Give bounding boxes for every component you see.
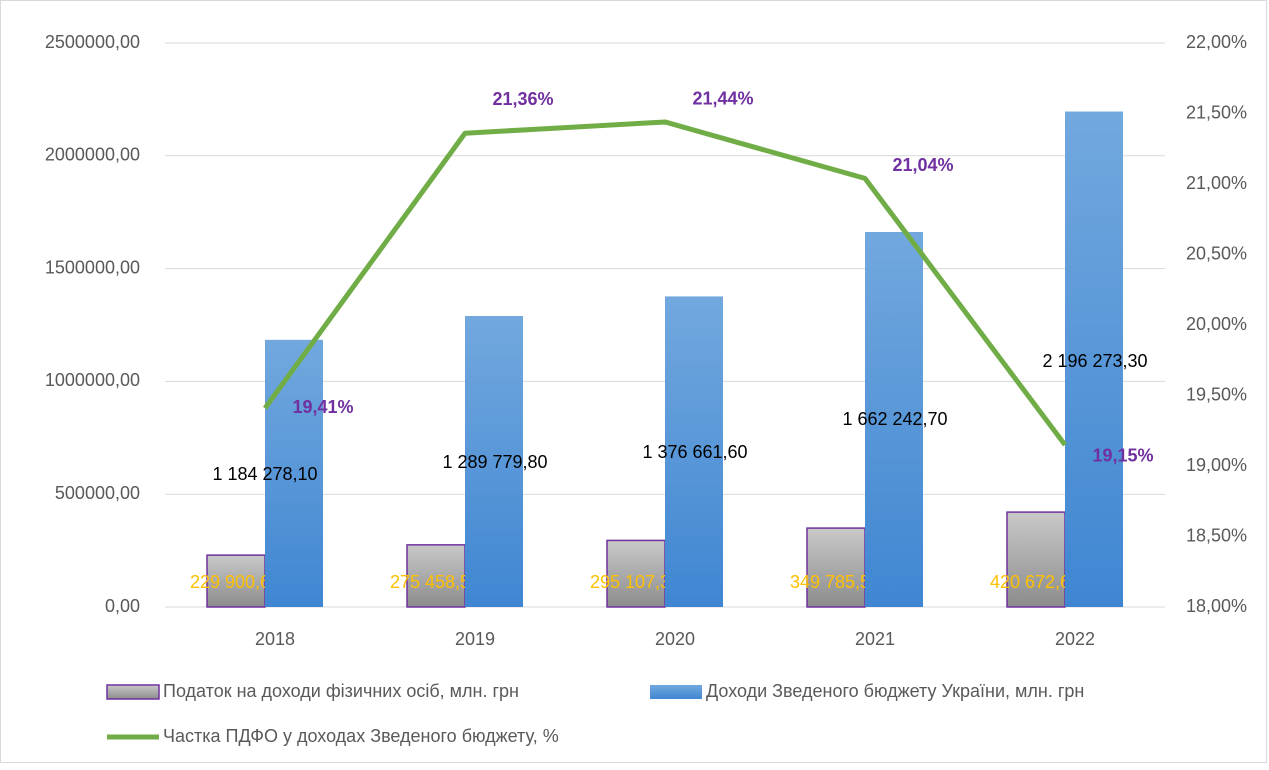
data-label: 19,41% [292,397,353,417]
y-tick-label: 500000,00 [55,483,140,503]
legend-label: Податок на доходи фізичних осіб, млн. гр… [163,681,519,701]
bar [865,231,923,607]
legend-label: Доходи Зведеного бюджету України, млн. г… [706,681,1084,701]
x-tick-label: 2020 [655,629,695,649]
x-tick-label: 2021 [855,629,895,649]
y2-tick-label: 20,50% [1186,243,1247,263]
legend-swatch [650,685,702,699]
y2-tick-label: 18,50% [1186,525,1247,545]
bar [1006,511,1066,608]
legend-swatch [106,684,160,700]
data-label: 1 184 278,10 [212,464,317,484]
data-label: 21,44% [692,89,753,109]
y-tick-label: 1000000,00 [45,370,140,390]
data-label: 1 289 779,80 [442,452,547,472]
y2-tick-label: 22,00% [1186,32,1247,52]
data-label: 1 376 661,60 [642,442,747,462]
bar [806,527,866,608]
y-tick-label: 2500000,00 [45,32,140,52]
bar [465,316,523,607]
bar [265,339,323,607]
data-label: 349 785,50 [790,572,880,592]
y2-tick-label: 19,50% [1186,384,1247,404]
y-tick-label: 1500000,00 [45,257,140,277]
bar [606,539,666,608]
legend-label: Частка ПДФО у доходах Зведеного бюджету,… [163,726,559,746]
data-label: 295 107,30 [590,572,680,592]
x-tick-label: 2018 [255,629,295,649]
x-tick-label: 2019 [455,629,495,649]
y-tick-label: 2000000,00 [45,145,140,165]
bar [665,296,723,607]
line [262,119,1067,447]
data-label: 21,36% [492,89,553,109]
data-label: 1 662 242,70 [842,409,947,429]
y2-tick-label: 21,00% [1186,173,1247,193]
y2-tick-label: 20,00% [1186,314,1247,334]
y-tick-label: 0,00 [105,596,140,616]
bar [1065,111,1123,607]
data-label: 275 458,50 [390,572,480,592]
data-label: 420 672,60 [990,572,1080,592]
x-tick-label: 2022 [1055,629,1095,649]
data-label: 229 900,60 [190,572,280,592]
y2-tick-label: 18,00% [1186,596,1247,616]
data-label: 19,15% [1092,446,1153,466]
data-label: 21,04% [892,155,953,175]
y2-tick-label: 19,00% [1186,455,1247,475]
data-label: 2 196 273,30 [1042,351,1147,371]
y2-tick-label: 21,50% [1186,102,1247,122]
